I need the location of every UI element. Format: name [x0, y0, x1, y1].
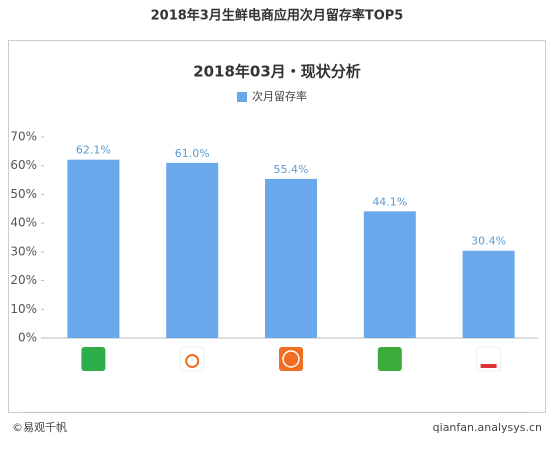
- footer-right: qianfan.analysys.cn: [433, 421, 542, 434]
- app-icon-glyph: [480, 364, 497, 368]
- value-label: 62.1%: [76, 144, 111, 157]
- footer-left: ©易观千帆: [12, 420, 67, 434]
- legend-swatch: [237, 92, 247, 102]
- value-label: 30.4%: [471, 235, 506, 248]
- bar: [166, 162, 219, 338]
- bar: [363, 211, 416, 338]
- y-tick-label: 0%: [18, 331, 37, 345]
- bar: [462, 250, 515, 338]
- y-tick-label: 60%: [10, 158, 37, 172]
- y-tick-label: 20%: [10, 273, 37, 287]
- bar: [265, 178, 317, 338]
- y-tick-label: 10%: [10, 302, 37, 316]
- y-tick-label: 50%: [10, 187, 37, 201]
- app-icon-glyph: [282, 350, 300, 368]
- y-tick-label: 70%: [10, 130, 37, 144]
- y-tick-label: 40%: [10, 216, 37, 230]
- app-icon-glyph: [185, 354, 200, 368]
- value-label: 61.0%: [175, 147, 210, 160]
- app-icon: [81, 347, 106, 371]
- app-icon: [377, 347, 402, 371]
- value-label: 44.1%: [372, 195, 407, 208]
- bar: [67, 159, 120, 338]
- app-icon: [179, 346, 205, 372]
- legend-label: 次月留存率: [252, 89, 307, 103]
- value-label: 55.4%: [274, 163, 309, 176]
- page-title: 2018年3月生鲜电商应用次月留存率TOP5: [151, 8, 404, 24]
- chart-title: 2018年03月・现状分析: [193, 63, 361, 81]
- y-tick-label: 30%: [10, 244, 37, 258]
